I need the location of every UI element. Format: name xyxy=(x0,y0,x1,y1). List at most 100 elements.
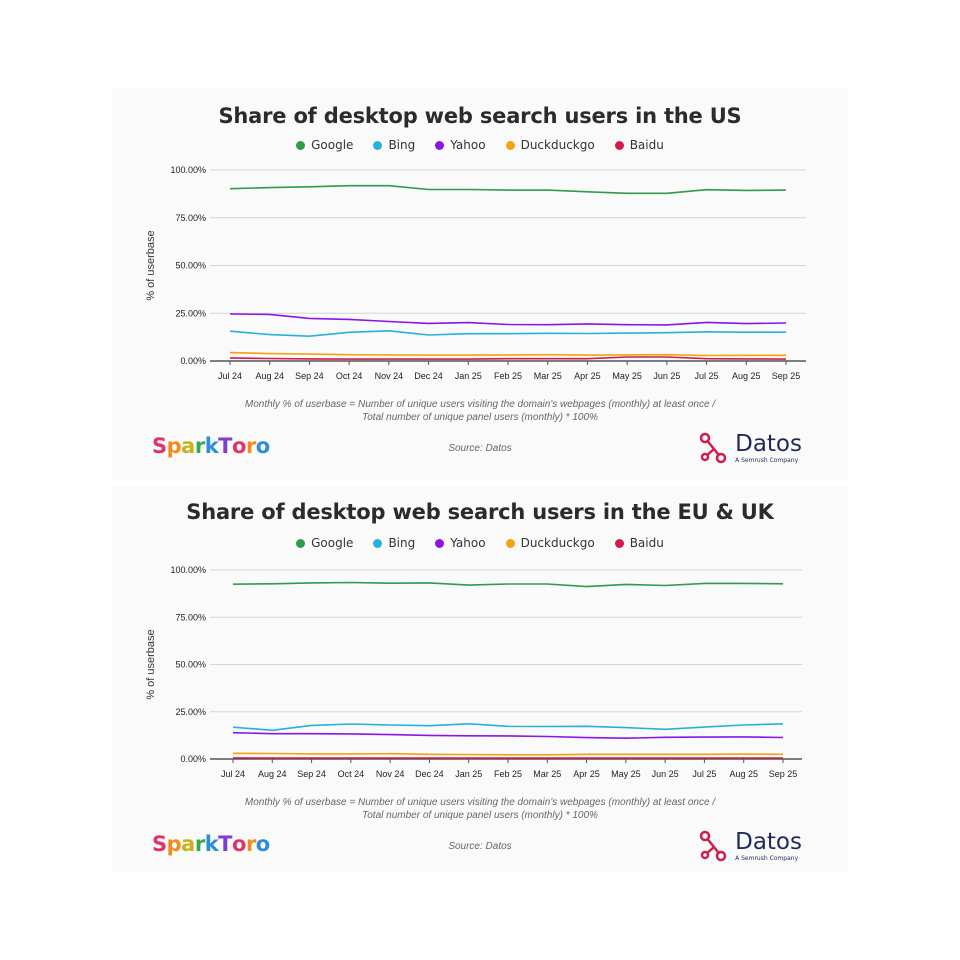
sparktoro-logo: SparkToro xyxy=(152,434,270,458)
y-tick-label: 75.00% xyxy=(175,213,206,223)
caption-line: Monthly % of userbase = Number of unique… xyxy=(244,797,716,808)
y-tick-label: 0.00% xyxy=(180,754,206,764)
x-tick-label: Aug 25 xyxy=(732,371,761,381)
y-tick-label: 100.00% xyxy=(170,165,206,175)
x-tick-label: Jul 25 xyxy=(695,371,719,381)
x-tick-label: Aug 24 xyxy=(255,371,284,381)
datos-logo: Datos A Semrush Company xyxy=(699,432,802,464)
x-tick-label: Sep 25 xyxy=(772,371,801,381)
legend-item-google: Google xyxy=(296,138,353,152)
x-tick-label: Jul 24 xyxy=(221,769,245,779)
series-line-duckduckgo xyxy=(229,351,786,357)
x-tick-label: Feb 25 xyxy=(494,371,522,381)
datos-wordmark: Datos xyxy=(735,430,802,457)
legend-label: Yahoo xyxy=(450,536,486,550)
legend: Google Bing Yahoo Duckduckgo Baidu xyxy=(112,536,848,550)
legend-label: Duckduckgo xyxy=(520,138,595,152)
x-tick-label: Apr 25 xyxy=(573,769,600,779)
legend-label: Google xyxy=(311,536,354,550)
legend-dot xyxy=(505,140,515,150)
x-tick-label: Nov 24 xyxy=(375,371,404,381)
series-line-duckduckgo xyxy=(232,752,784,756)
caption-line: Total number of unique panel users (mont… xyxy=(362,412,598,423)
y-tick-label: 100.00% xyxy=(170,565,206,575)
legend-label: Duckduckgo xyxy=(520,536,595,550)
source-note: Source: Datos xyxy=(448,443,512,454)
x-tick-label: Sep 25 xyxy=(769,769,798,779)
legend-dot xyxy=(614,538,624,548)
x-tick-label: Jun 25 xyxy=(653,371,680,381)
legend: Google Bing Yahoo Duckduckgo Baidu xyxy=(112,138,848,152)
legend-label: Google xyxy=(311,138,354,152)
legend-item-bing: Bing xyxy=(373,536,415,550)
y-tick-label: 50.00% xyxy=(175,660,206,670)
chart-caption: Monthly % of userbase = Number of unique… xyxy=(112,398,848,424)
legend-dot xyxy=(614,140,624,150)
legend-dot xyxy=(505,538,515,548)
line-chart-us: 0.00% 25.00% 50.00% 75.00% 100.00% Jul 24 Aug … xyxy=(145,165,806,381)
caption-line: Monthly % of userbase = Number of unique… xyxy=(244,399,716,410)
y-tick-label: 75.00% xyxy=(175,612,206,622)
legend-dot xyxy=(296,538,306,548)
series-line-yahoo xyxy=(229,313,787,326)
series-line-bing xyxy=(232,723,784,732)
legend-dot xyxy=(435,538,445,548)
chart-card-us: Share of desktop web search users in the… xyxy=(112,88,848,481)
legend-dot xyxy=(373,538,383,548)
series-line-google xyxy=(229,184,787,195)
x-tick-label: Oct 24 xyxy=(336,371,363,381)
legend-label: Baidu xyxy=(629,536,664,550)
x-tick-label: Feb 25 xyxy=(494,769,522,779)
chart-caption: Monthly % of userbase = Number of unique… xyxy=(112,796,848,822)
y-tick-label: 50.00% xyxy=(175,261,206,271)
x-tick-label: Mar 25 xyxy=(534,371,562,381)
legend-label: Bing xyxy=(388,138,416,152)
x-tick-label: Aug 24 xyxy=(258,769,287,779)
datos-tagline: A Semrush Company xyxy=(735,456,799,464)
x-tick-label: Jan 25 xyxy=(455,769,482,779)
legend-item-baidu: Baidu xyxy=(614,536,664,550)
legend-item-bing: Bing xyxy=(373,138,415,152)
line-chart-eu-uk: 0.00% 25.00% 50.00% 75.00% 100.00% Jul 24 Aug … xyxy=(145,565,802,779)
legend-label: Bing xyxy=(388,536,416,550)
x-tick-label: May 25 xyxy=(611,769,641,779)
legend-item-yahoo: Yahoo xyxy=(435,138,486,152)
legend-item-yahoo: Yahoo xyxy=(435,536,486,550)
x-tick-label: Nov 24 xyxy=(376,769,405,779)
y-axis-label: % of userbase xyxy=(145,629,157,699)
y-axis-label: % of userbase xyxy=(145,230,157,300)
datos-tagline: A Semrush Company xyxy=(735,854,799,862)
legend-item-duckduckgo: Duckduckgo xyxy=(505,138,595,152)
x-tick-label: Dec 24 xyxy=(415,769,444,779)
x-tick-label: Mar 25 xyxy=(533,769,561,779)
series-line-google xyxy=(232,581,784,588)
legend-dot xyxy=(296,140,306,150)
chart-title: Share of desktop web search users in the… xyxy=(218,104,742,128)
x-tick-label: Oct 24 xyxy=(338,769,365,779)
y-tick-label: 0.00% xyxy=(180,356,206,366)
series-line-yahoo xyxy=(232,731,784,739)
datos-mark-icon xyxy=(699,830,727,862)
legend-label: Yahoo xyxy=(450,138,486,152)
x-tick-label: Jan 25 xyxy=(455,371,482,381)
legend-label: Baidu xyxy=(629,138,664,152)
x-tick-label: May 25 xyxy=(612,371,642,381)
caption-line: Total number of unique panel users (mont… xyxy=(362,810,598,821)
x-tick-label: Jun 25 xyxy=(652,769,679,779)
y-tick-label: 25.00% xyxy=(175,308,206,318)
sparktoro-logo: SparkToro xyxy=(152,832,270,856)
x-tick-label: Jul 24 xyxy=(218,371,242,381)
x-tick-label: Aug 25 xyxy=(729,769,758,779)
x-tick-label: Apr 25 xyxy=(574,371,601,381)
datos-mark-icon xyxy=(699,432,727,464)
legend-item-google: Google xyxy=(296,536,353,550)
chart-title: Share of desktop web search users in the… xyxy=(186,500,774,524)
datos-logo: Datos A Semrush Company xyxy=(699,830,802,862)
series-line-baidu xyxy=(229,356,787,360)
legend-dot xyxy=(373,140,383,150)
series-line-bing xyxy=(229,330,786,337)
legend-dot xyxy=(435,140,445,150)
x-tick-label: Jul 25 xyxy=(692,769,716,779)
x-tick-label: Sep 24 xyxy=(295,371,324,381)
datos-wordmark: Datos xyxy=(735,828,802,855)
